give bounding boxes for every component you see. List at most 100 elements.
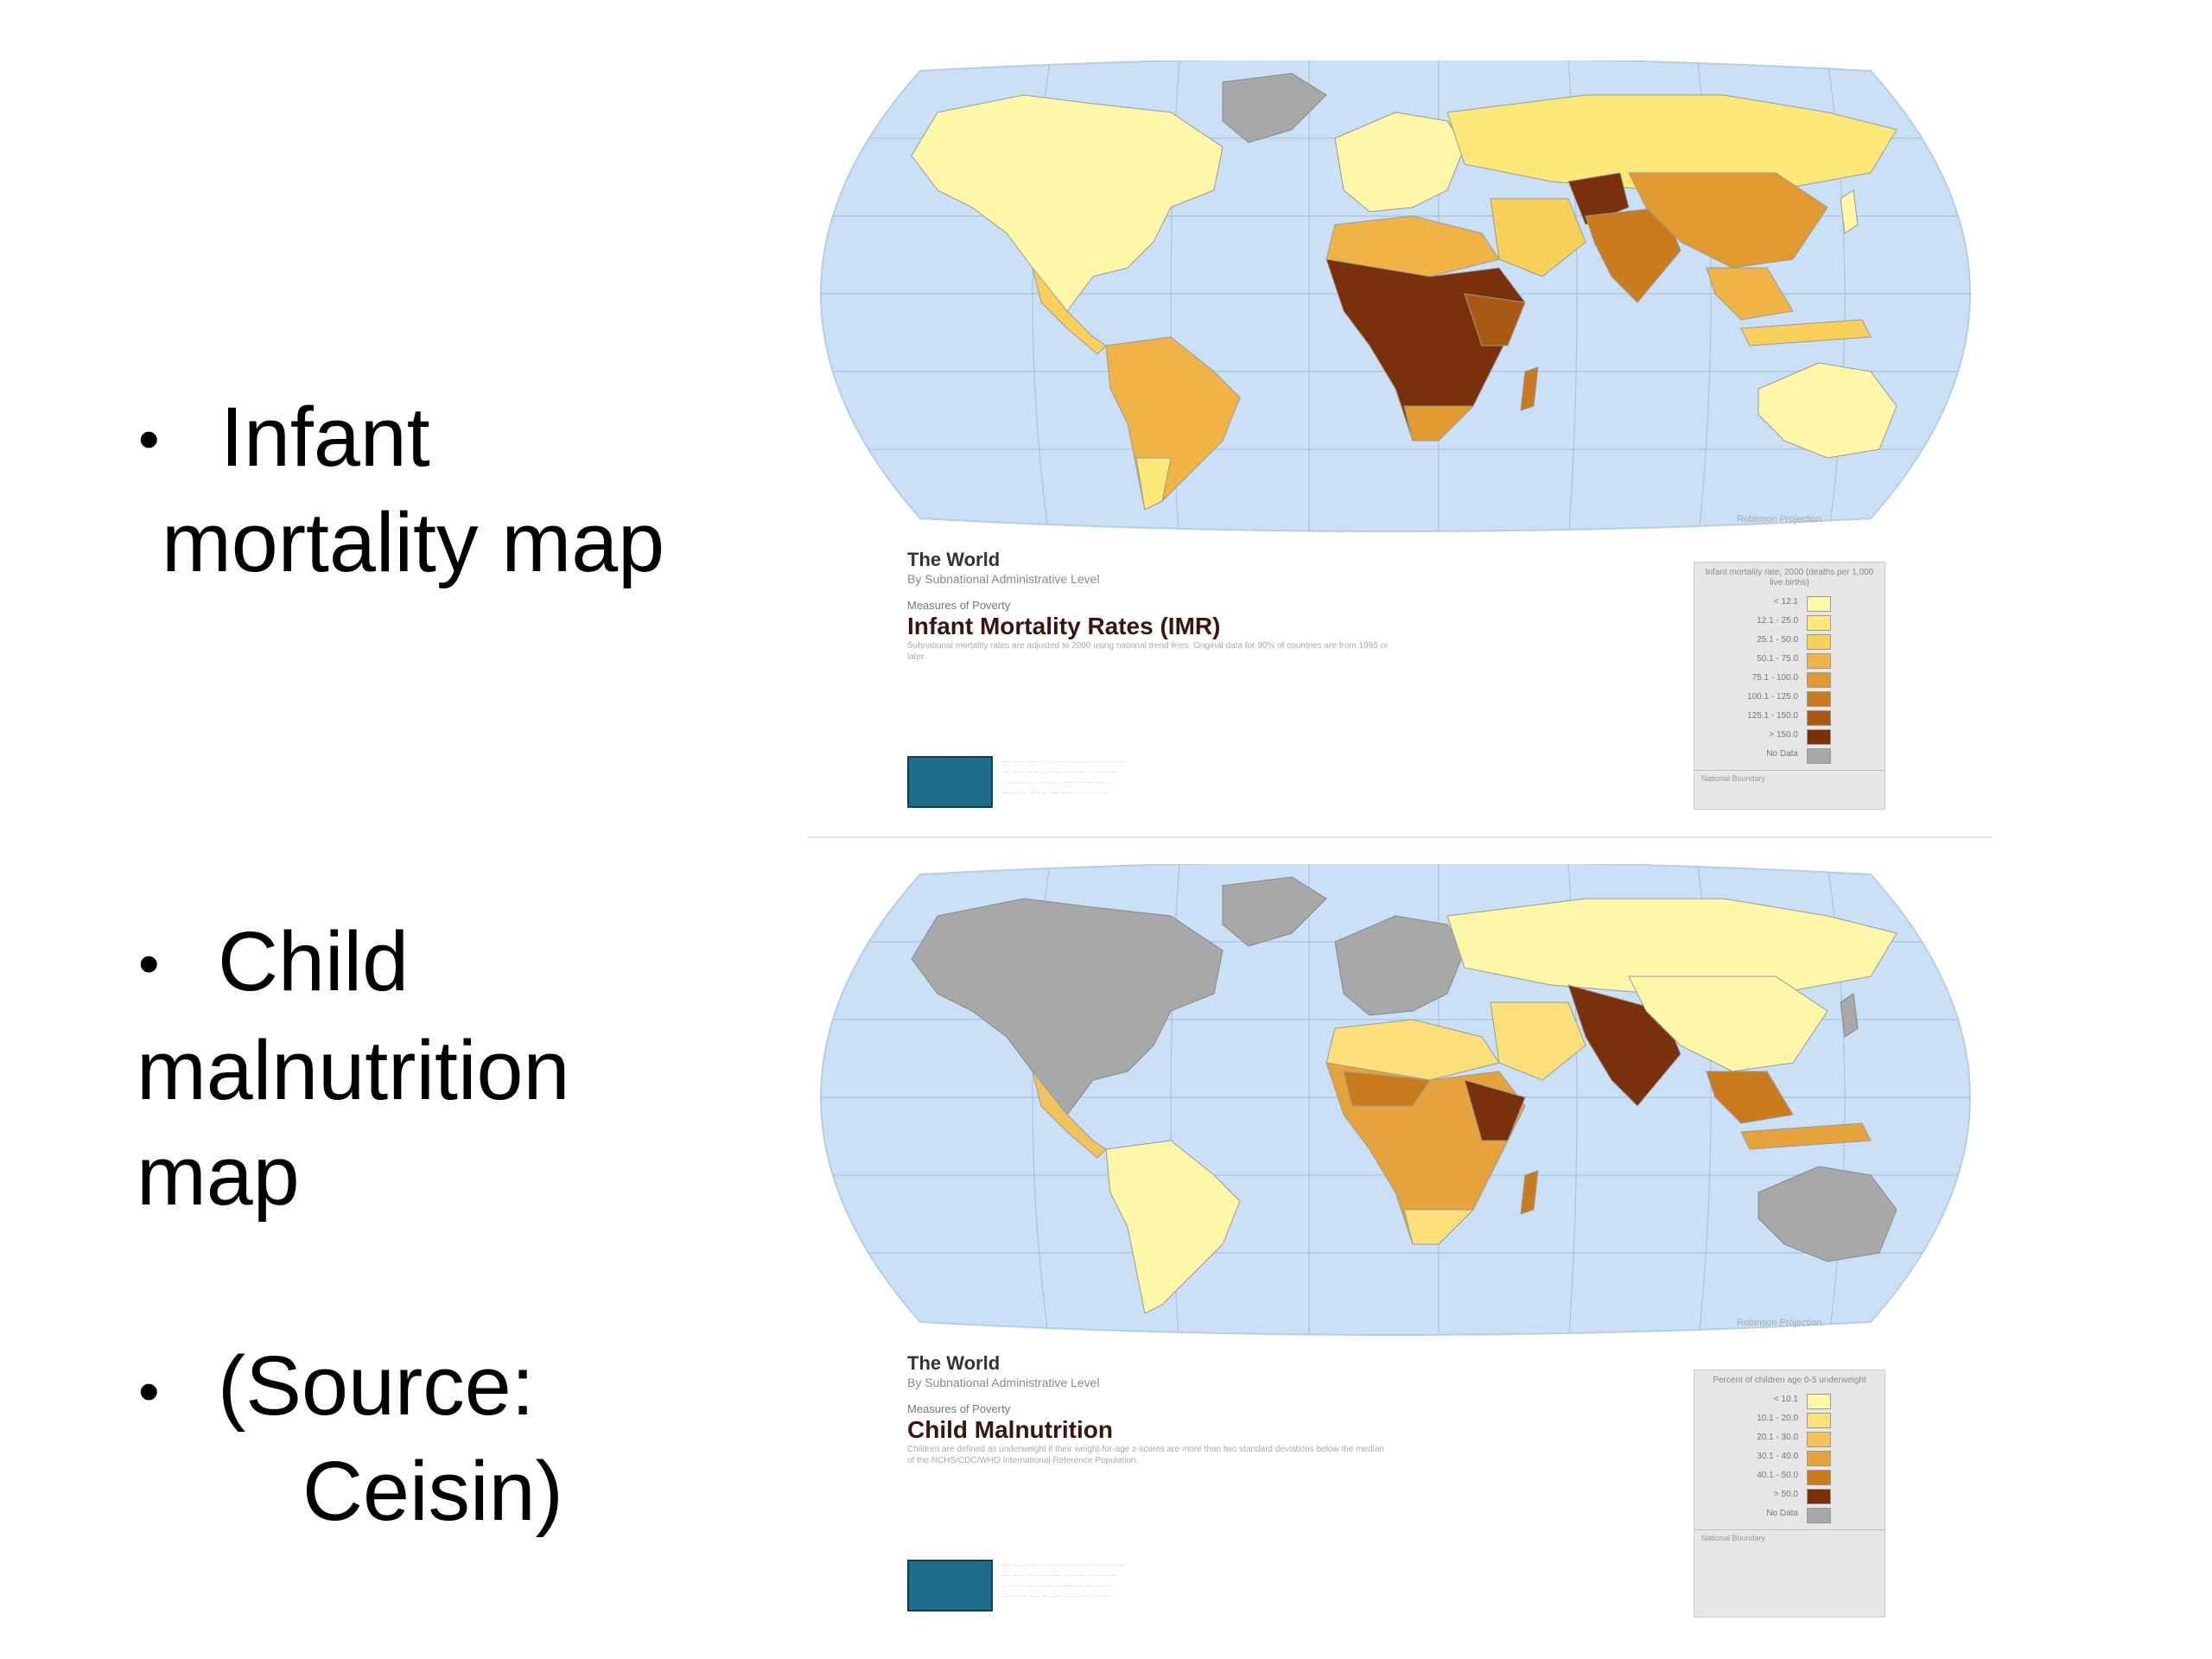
central-america: [1032, 267, 1107, 355]
legend-item: 40.1 - 50.0: [1694, 1467, 1885, 1486]
legend-item-label: 40.1 - 50.0: [1757, 1471, 1798, 1480]
map-subtitle: By Subnational Administrative Level: [907, 1376, 1100, 1389]
southeast-asia: [1706, 267, 1794, 321]
legend-item-label: 100.1 - 125.0: [1747, 692, 1798, 702]
legend-swatch: [1807, 1413, 1831, 1428]
map-subtitle: By Subnational Administrative Level: [907, 572, 1100, 586]
map-region: The World: [907, 1352, 1001, 1374]
central-america: [1032, 1071, 1107, 1159]
legend-item: 12.1 - 25.0: [1694, 613, 1885, 632]
legend-swatch: [1807, 615, 1831, 631]
south-asia-west: [1567, 172, 1630, 226]
new-zealand: [1922, 440, 1941, 486]
indonesia: [1740, 1122, 1872, 1150]
legend-swatch: [1807, 691, 1831, 707]
map-note: Children are defined as underweight if t…: [907, 1445, 1384, 1465]
legend-item-label: 12.1 - 25.0: [1757, 616, 1798, 626]
legend-footer: National Boundary: [1694, 1529, 1885, 1547]
legend-item-label: 50.1 - 75.0: [1757, 654, 1798, 664]
map-region: The World: [907, 549, 1001, 570]
east-africa: [1464, 293, 1526, 346]
legend-item: 125.1 - 150.0: [1694, 708, 1885, 727]
map-caption: The World By Subnational Administrative …: [907, 549, 1391, 663]
legend-swatch: [1807, 1394, 1831, 1409]
child-malnutrition-map: Robinson Projection The World By Subnati…: [808, 864, 1983, 1624]
sahel: [1343, 1071, 1431, 1107]
legend-swatch: [1807, 634, 1831, 650]
legend-swatch: [1807, 1432, 1831, 1447]
japan: [1840, 993, 1859, 1038]
bullet-child-line3: map: [137, 1128, 300, 1223]
new-zealand: [1922, 1243, 1941, 1289]
legend-item: 30.1 - 40.0: [1694, 1448, 1885, 1467]
projection-label: Robinson Projection: [1737, 1318, 1822, 1328]
legend-swatch: [1807, 710, 1831, 726]
legend-item: 10.1 - 20.0: [1694, 1410, 1885, 1429]
madagascar: [1520, 366, 1539, 411]
bullet-child-line1: Child: [218, 914, 410, 1008]
middle-east: [1490, 198, 1586, 277]
southeast-asia: [1706, 1071, 1794, 1124]
bullet-infant-line1: Infant: [220, 390, 430, 484]
greenland: [1222, 73, 1327, 143]
legend-item-label: 125.1 - 150.0: [1747, 711, 1798, 721]
bullet-source-line1: (Source:: [218, 1338, 535, 1433]
legend-items: < 10.1 10.1 - 20.0 20.1 - 30.0 30.1 - 40.0 4…: [1694, 1391, 1885, 1524]
world-map-infant: [819, 60, 1972, 532]
bullet-infant-line2: mortality map: [138, 495, 665, 589]
southern-africa: [1403, 405, 1475, 442]
madagascar: [1520, 1170, 1539, 1215]
north-america: [911, 898, 1224, 1116]
legend-item-label: No Data: [1766, 1509, 1798, 1518]
legend-item: No Data: [1694, 746, 1885, 765]
bullet-child-line2: malnutrition: [137, 1023, 570, 1117]
ciesin-logo: [907, 756, 993, 808]
legend-footer: National Boundary: [1694, 770, 1885, 787]
southern-africa: [1403, 1209, 1475, 1245]
map-measure: Measures of Poverty: [907, 599, 1011, 612]
bullet-marker: •: [138, 1357, 160, 1425]
legend-swatch: [1807, 1489, 1831, 1504]
legend-swatch: [1807, 1451, 1831, 1466]
legend-swatch: [1807, 748, 1831, 764]
map-name: Child Malnutrition: [907, 1416, 1113, 1443]
map-name: Infant Mortality Rates (IMR): [907, 613, 1221, 639]
south-america: [1105, 1140, 1241, 1314]
legend: Percent of children age 0-5 underweight …: [1694, 1370, 1885, 1618]
russia: [1446, 898, 1897, 995]
middle-east: [1490, 1001, 1586, 1081]
legend-item: 20.1 - 30.0: [1694, 1429, 1885, 1448]
south-america-south: [1135, 457, 1172, 511]
legend-item-label: 25.1 - 50.0: [1757, 635, 1798, 645]
legend-item: 75.1 - 100.0: [1694, 670, 1885, 689]
indonesia: [1740, 319, 1872, 346]
world-map-malnutrition: [819, 864, 1972, 1336]
russia: [1446, 94, 1897, 191]
east-asia: [1628, 172, 1828, 269]
legend-title: Percent of children age 0-5 underweight: [1713, 1376, 1866, 1385]
legend-swatch: [1807, 1470, 1831, 1485]
australia: [1758, 1166, 1897, 1262]
map-note: Subnational mortality rates are adjusted…: [907, 641, 1389, 662]
legend-item: > 50.0: [1694, 1486, 1885, 1505]
greenland: [1222, 876, 1327, 947]
legend-item: No Data: [1694, 1505, 1885, 1524]
copyright-text: ··· ·· ·· ···· ····· ·· ··· ····· ·· ···…: [1002, 1560, 1125, 1600]
projection-label: Robinson Projection: [1737, 514, 1822, 524]
legend-item: 50.1 - 75.0: [1694, 651, 1885, 670]
legend-item: 25.1 - 50.0: [1694, 632, 1885, 651]
legend-swatch: [1807, 653, 1831, 669]
legend-item-label: 75.1 - 100.0: [1751, 673, 1798, 683]
divider: [808, 836, 1992, 838]
legend-item-label: > 150.0: [1769, 730, 1798, 740]
bullet-marker: •: [138, 405, 160, 473]
map-caption: The World By Subnational Administrative …: [907, 1352, 1391, 1466]
legend-swatch: [1807, 672, 1831, 688]
legend-title: Infant mortality rate, 2000 (deaths per …: [1705, 568, 1874, 588]
bullet-source-line2: Ceisin): [302, 1444, 563, 1538]
europe: [1334, 915, 1465, 1016]
copyright-text: ··· ·· ·· ···· ····· ·· ··· ····· ·· ···…: [1002, 757, 1125, 797]
legend-item-label: 20.1 - 30.0: [1757, 1433, 1798, 1442]
australia: [1758, 362, 1897, 459]
legend-item-label: 30.1 - 40.0: [1757, 1452, 1798, 1461]
